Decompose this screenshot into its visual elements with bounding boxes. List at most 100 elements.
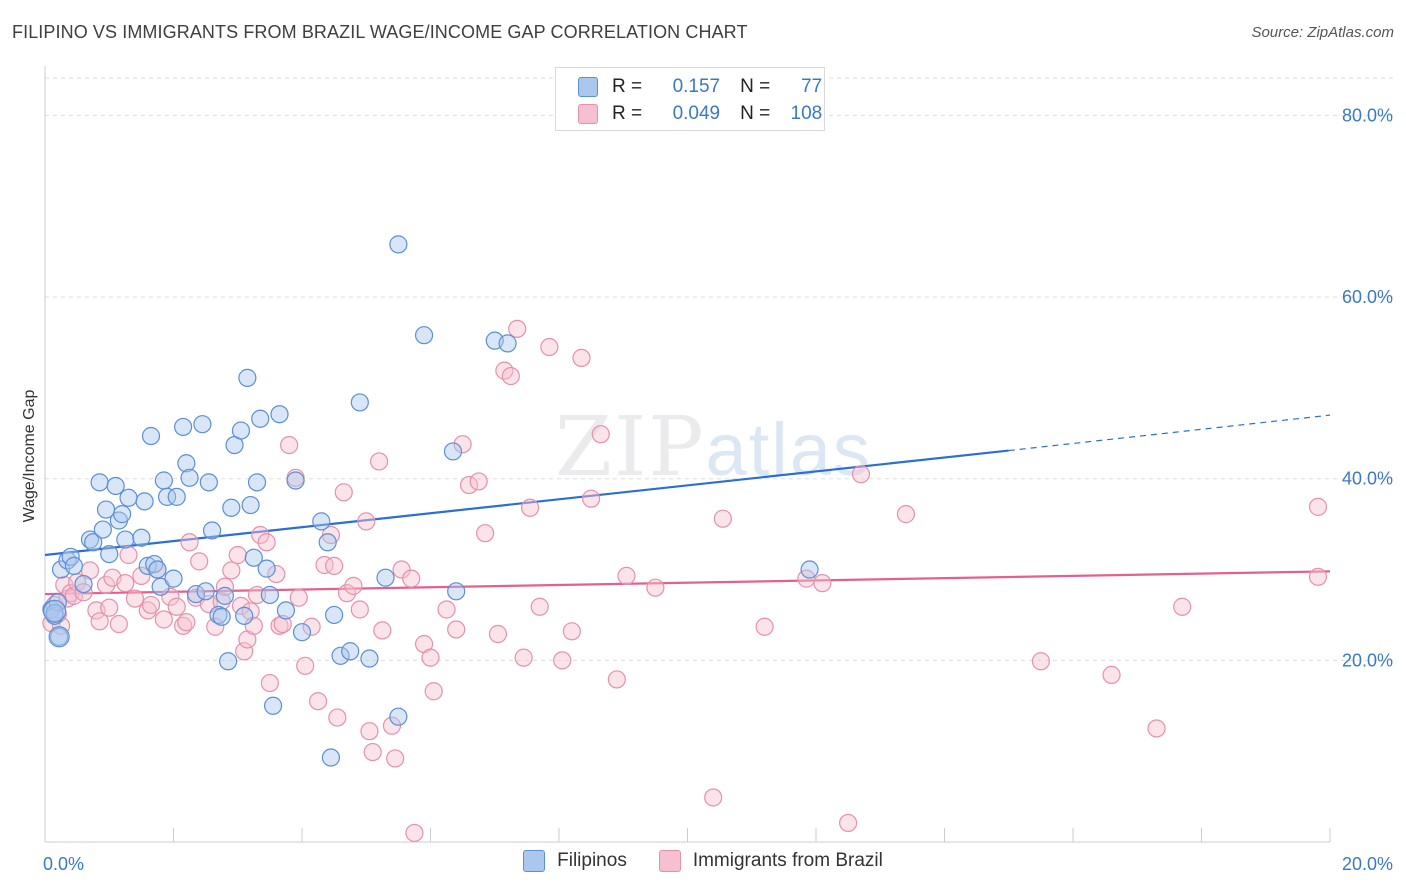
filipino-point <box>235 606 254 625</box>
legend-row-filipinos: R = 0.157 N = 77 <box>578 74 822 100</box>
brazil-point <box>453 435 472 454</box>
brazil-point <box>109 614 128 634</box>
filipino-point <box>141 426 161 446</box>
legend-r-label: R = <box>612 76 643 97</box>
brazil-point <box>247 585 267 605</box>
y-tick-label: 40.0% <box>1342 469 1393 489</box>
filipino-point <box>800 560 819 579</box>
brazil-point <box>289 588 308 607</box>
filipino-point <box>151 577 170 596</box>
filipino-point <box>174 417 193 437</box>
brazil-point <box>141 595 161 615</box>
filipino-trend-extension <box>1008 414 1331 452</box>
brazil-point <box>212 592 231 611</box>
brazil-point <box>116 574 135 593</box>
brazil-point <box>357 512 376 531</box>
brazil-point <box>572 348 591 368</box>
brazil-point <box>228 545 247 565</box>
filipino-point <box>64 556 84 575</box>
filipino-point <box>212 607 231 626</box>
brazil-point <box>540 337 559 357</box>
filipino-point <box>138 556 157 575</box>
brazil-point <box>302 617 321 636</box>
filipino-point <box>106 476 125 496</box>
filipino-point <box>48 626 70 648</box>
filipino-point <box>202 521 222 540</box>
brazil-point <box>296 656 315 675</box>
brazil-point <box>1308 567 1328 586</box>
filipino-point <box>80 530 100 549</box>
filipino-point <box>231 421 251 440</box>
legend-r-value: 0.049 <box>672 103 721 124</box>
filipino-point <box>193 415 212 434</box>
brazil-point <box>244 616 263 635</box>
y-tick-label: 80.0% <box>1342 105 1393 125</box>
legend-n-value: 77 <box>801 76 823 97</box>
brazil-point <box>222 561 241 580</box>
filipino-point <box>270 405 289 424</box>
filipino-point <box>199 473 218 492</box>
brazil-point <box>373 621 392 640</box>
filipino-point <box>447 582 466 601</box>
filipino-point <box>119 488 138 507</box>
legend-item-brazil: Immigrants from Brazil <box>658 850 883 872</box>
brazil-point <box>713 509 732 528</box>
brazil-point <box>161 587 180 606</box>
brazil-point <box>360 722 379 741</box>
filipino-point <box>292 623 312 642</box>
y-tick-label: 60.0% <box>1342 287 1393 307</box>
brazil-point <box>459 475 479 495</box>
brazil-point <box>337 584 357 603</box>
brazil-point <box>344 576 363 595</box>
filipino-point <box>321 748 341 767</box>
brazil-point <box>96 575 116 595</box>
brazil-point <box>851 465 871 484</box>
brazil-point <box>591 425 610 444</box>
brazil-point <box>1308 497 1328 516</box>
brazil-point <box>382 716 402 735</box>
legend-label-filipinos: Filipinos <box>557 850 627 871</box>
filipino-point <box>196 582 215 601</box>
brazil-point <box>190 552 209 571</box>
filipino-point <box>257 559 276 578</box>
filipino-point <box>260 585 279 605</box>
filipino-point <box>116 530 135 549</box>
x-tick-label: 0.0% <box>43 854 84 874</box>
watermark-atlas: atlas <box>705 408 872 491</box>
filipino-point <box>135 492 154 511</box>
brazil-point <box>231 596 251 615</box>
legend-n-label: N = <box>740 76 771 97</box>
filipino-point <box>251 409 270 428</box>
brazil-point <box>308 692 328 711</box>
legend-swatch-blue <box>578 77 598 97</box>
trend-lines <box>44 414 1331 596</box>
filipino-point <box>112 505 132 524</box>
brazil-point <box>138 601 157 620</box>
filipino-point <box>215 586 234 605</box>
brazil-point <box>1147 719 1166 738</box>
filipino-point <box>376 568 395 587</box>
filipino-point <box>263 696 283 715</box>
filipino-point <box>145 554 164 574</box>
brazil-point <box>562 622 581 641</box>
filipino-point <box>43 599 67 623</box>
filipino-point <box>177 454 196 473</box>
brazil-point <box>64 586 84 605</box>
brazil-point <box>896 505 916 524</box>
filipino-point <box>93 520 112 539</box>
brazil-point <box>553 651 572 670</box>
brazil-point <box>447 620 466 639</box>
brazil-point <box>488 624 508 644</box>
brazil-point <box>402 569 421 588</box>
brazil-point <box>206 617 225 636</box>
brazil-point <box>267 564 286 584</box>
series-legend: Filipinos Immigrants from Brazil <box>0 850 1406 872</box>
brazil-point <box>315 555 334 575</box>
y-axis-label: Wage/Income Gap <box>21 390 38 523</box>
filipino-point <box>360 649 379 668</box>
filipino-point <box>286 471 305 490</box>
brazil-point <box>325 556 344 575</box>
legend-item-filipinos: Filipinos <box>523 850 627 872</box>
brazil-point <box>251 525 270 545</box>
